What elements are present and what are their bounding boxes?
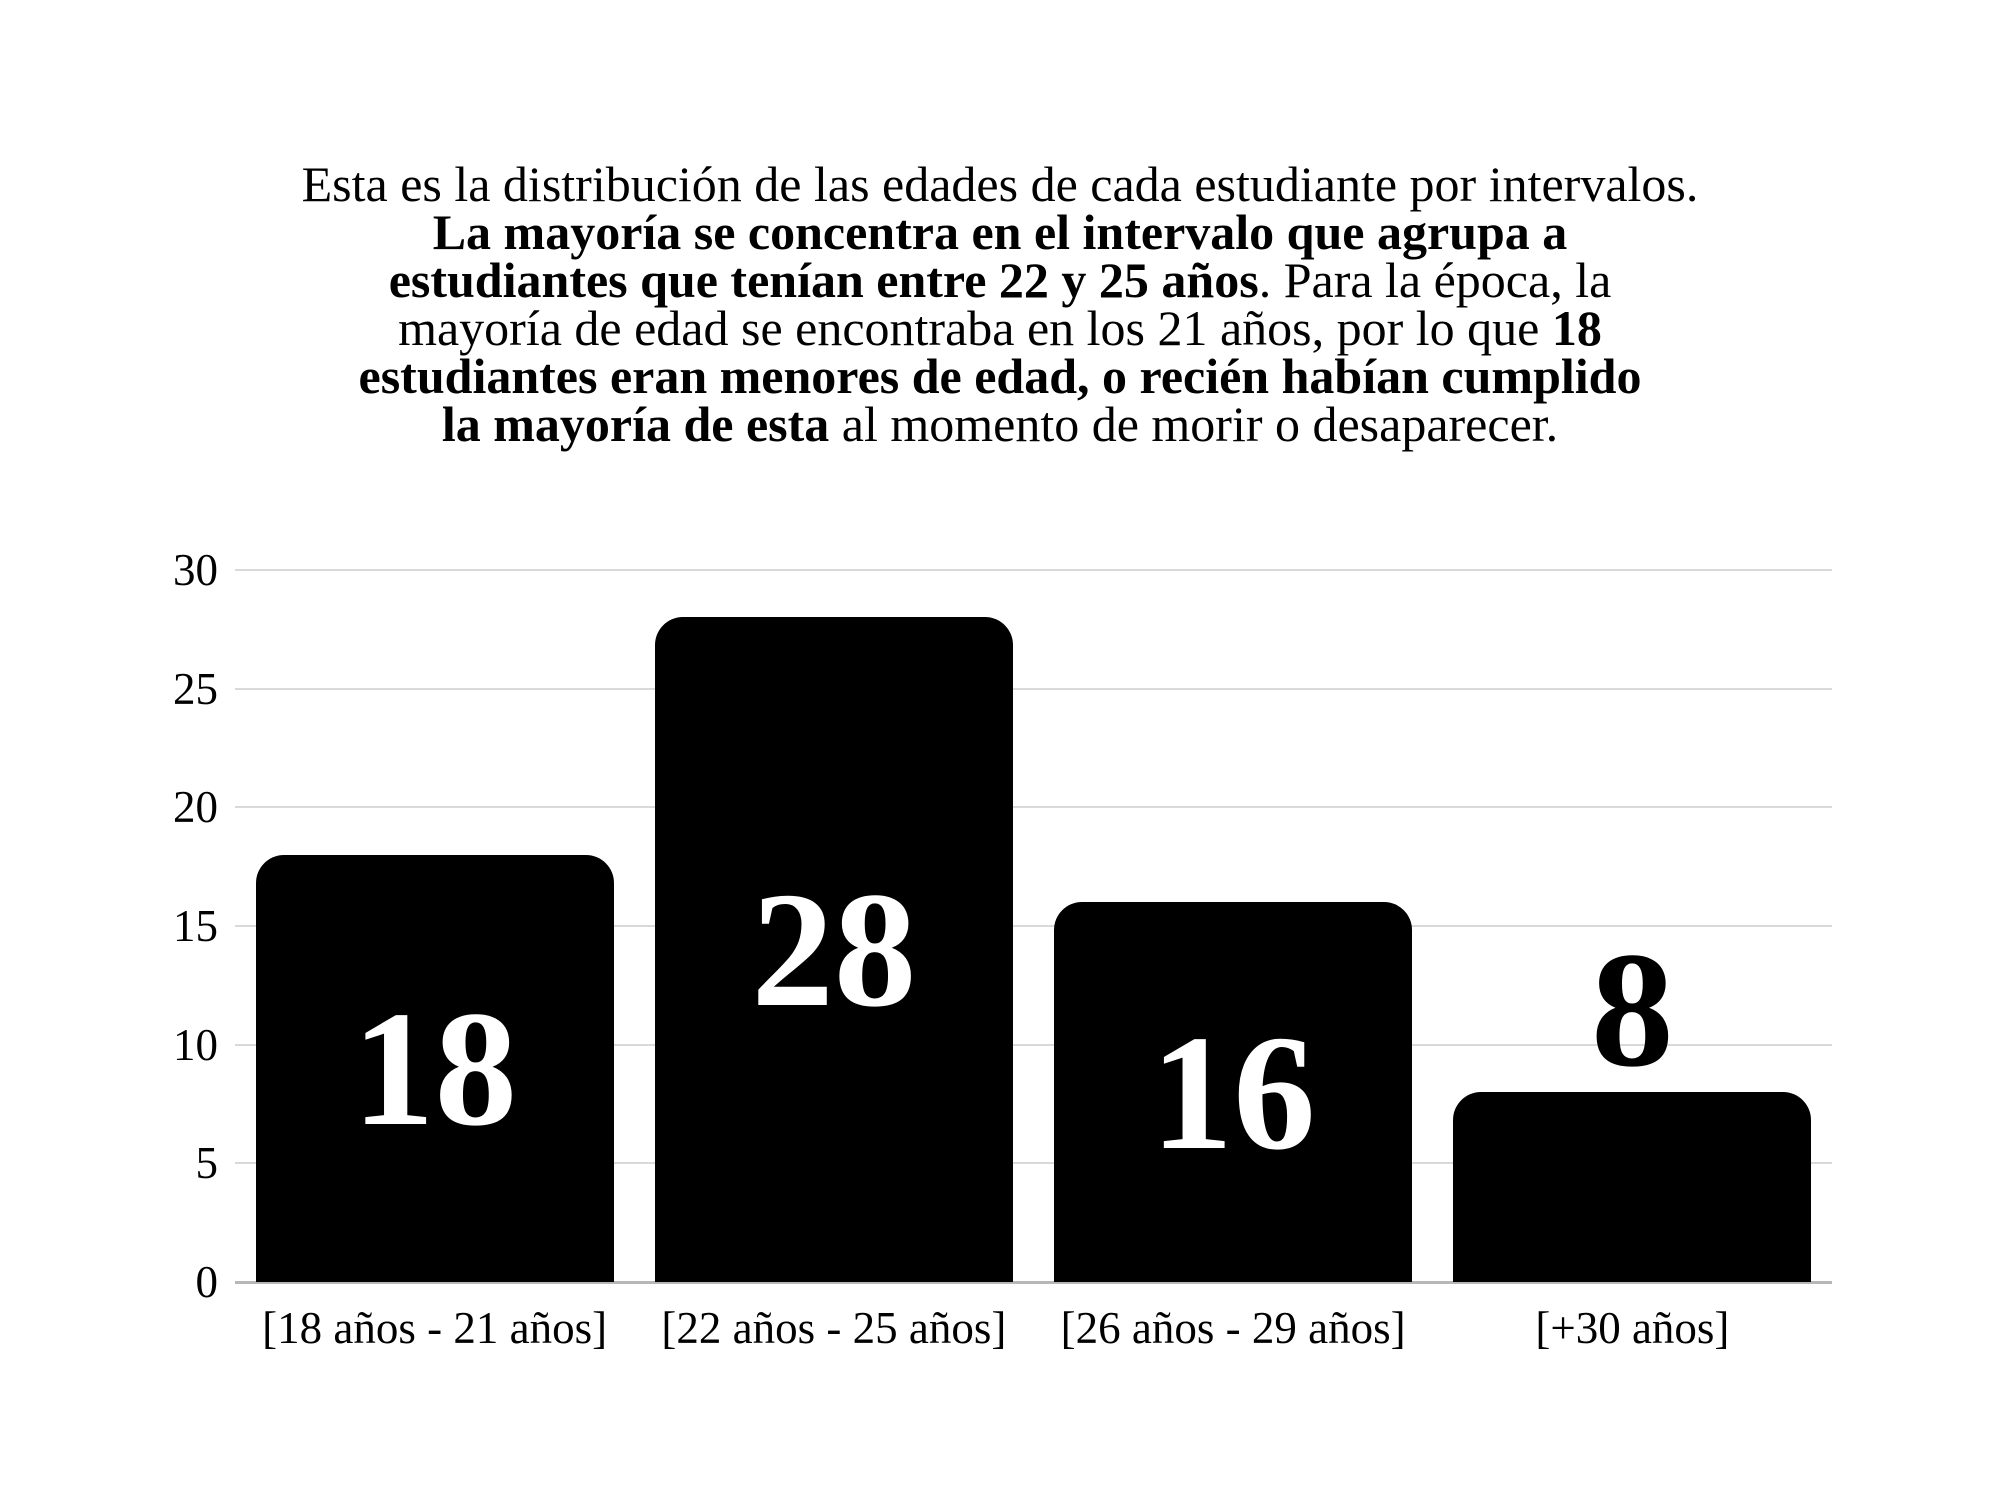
y-axis-tick-label: 30 <box>173 545 218 595</box>
gridline <box>235 569 1832 571</box>
bar: 18 <box>255 854 614 1282</box>
text-segment: mayoría de edad se encontraba en los 21 … <box>398 300 1552 356</box>
gridline <box>235 925 1832 927</box>
y-axis-tick-label: 0 <box>195 1257 219 1307</box>
paragraph-line: La mayoría se concentra en el intervalo … <box>60 207 1940 257</box>
gridline <box>235 1162 1832 1165</box>
y-axis-tick-label: 10 <box>173 1019 218 1070</box>
text-segment: estudiantes que tenían entre 22 y 25 año… <box>388 252 1259 308</box>
text-segment: La mayoría se concentra en el intervalo … <box>432 204 1568 260</box>
bar <box>1453 1092 1812 1282</box>
text-segment: Esta es la distribución de las edades de… <box>301 156 1699 212</box>
bar: 16 <box>1054 902 1413 1282</box>
paragraph-line: Esta es la distribución de las edades de… <box>60 159 1940 209</box>
y-axis-tick-label: 20 <box>173 782 218 833</box>
x-axis-category-label: [+30 años] <box>1535 1303 1730 1353</box>
x-axis-category-label: [22 años - 25 años] <box>661 1303 1007 1353</box>
text-segment: la mayoría de esta <box>441 396 830 452</box>
y-axis-tick-label: 25 <box>173 663 218 714</box>
gridline <box>235 806 1832 809</box>
paragraph-line: estudiantes que tenían entre 22 y 25 año… <box>60 255 1940 305</box>
paragraph-line: estudiantes eran menores de edad, o reci… <box>60 351 1940 401</box>
text-segment: estudiantes eran menores de edad, o reci… <box>358 348 1642 404</box>
description-paragraph: Esta es la distribución de las edades de… <box>60 159 1940 449</box>
x-axis-category-label: [26 años - 29 años] <box>1060 1303 1406 1353</box>
bar-value-label: 28 <box>751 858 917 1042</box>
paragraph-line: mayoría de edad se encontraba en los 21 … <box>60 303 1940 353</box>
gridline <box>235 687 1832 690</box>
zero-axis-line <box>235 1281 1832 1284</box>
text-segment: al momento de morir o desaparecer. <box>829 396 1559 452</box>
y-axis-tick-label: 5 <box>195 1138 219 1189</box>
bar: 28 <box>654 617 1013 1282</box>
gridline <box>235 1043 1832 1046</box>
bar-value-label: 18 <box>352 976 518 1160</box>
x-axis-category-label: [18 años - 21 años] <box>262 1303 608 1353</box>
y-axis-tick-label: 15 <box>173 901 218 951</box>
text-segment: 18 <box>1551 300 1602 356</box>
text-segment: . Para la época, la <box>1258 252 1612 308</box>
bar-value-label: 16 <box>1150 1000 1316 1184</box>
paragraph-line: la mayoría de esta al momento de morir o… <box>60 399 1940 449</box>
bar-value-label: 8 <box>1591 918 1674 1102</box>
